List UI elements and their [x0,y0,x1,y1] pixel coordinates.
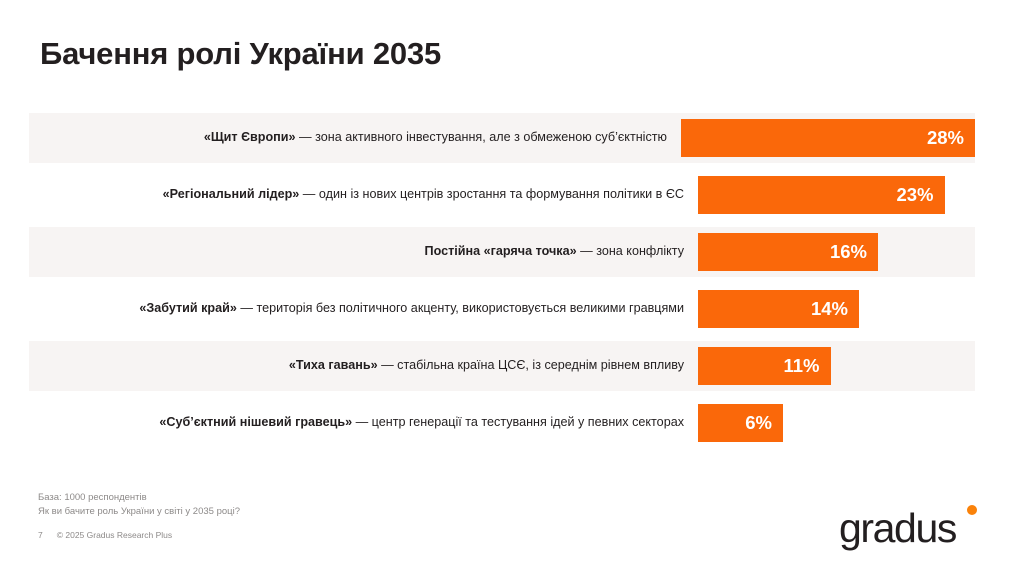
copyright-text: © 2025 Gradus Research Plus [56,530,173,540]
bar-track: 23% [698,170,975,220]
bar-track: 14% [698,284,975,334]
bar-category-name: «Регіональний лідер» [162,187,300,202]
bar-category-label: Постійна «гаряча точка» — зона конфлікту [29,244,698,259]
bar-category-description: — територія без політичного акценту, вик… [236,301,684,316]
bar-category-name: «Суб’єктний нішевий гравець» [159,415,353,430]
bar-category-name: «Тиха гавань» [288,358,378,373]
bar-category-description: — зона активного інвестування, але з обм… [295,130,667,145]
bar-value-label: 28% [926,126,964,148]
bar-track: 28% [681,113,975,163]
table-row: «Суб’єктний нішевий гравець» — центр ген… [29,398,975,448]
bar-chart: «Щит Європи» — зона активного інвестуван… [29,113,975,455]
table-row: «Забутий край» — територія без політично… [29,284,975,334]
table-row: Постійна «гаряча точка» — зона конфлікту… [29,227,975,277]
bar: 14% [698,290,859,328]
table-row: «Щит Європи» — зона активного інвестуван… [29,113,975,163]
table-row: «Регіональний лідер» — один із нових цен… [29,170,975,220]
table-row: «Тиха гавань» — стабільна країна ЦСЄ, із… [29,341,975,391]
bar-category-label: «Забутий край» — територія без політично… [29,301,698,316]
bar-value-label: 16% [829,240,867,262]
bar-category-name: Постійна «гаряча точка» [424,244,577,259]
logo-wordmark: gradus [839,505,957,551]
bar-category-name: «Щит Європи» [203,130,296,145]
bar-category-label: «Суб’єктний нішевий гравець» — центр ген… [29,415,698,430]
bar-track: 11% [698,341,975,391]
page-number: 7 [38,530,43,540]
bar-category-description: — один із нових центрів зростання та фор… [299,187,684,202]
bar: 16% [698,233,878,271]
survey-question: Як ви бачите роль України у світі у 2035… [38,505,240,517]
bar-category-label: «Тиха гавань» — стабільна країна ЦСЄ, із… [29,358,698,373]
bar: 11% [698,347,831,385]
footer-notes: База: 1000 респондентів Як ви бачите рол… [38,491,240,519]
bar-category-description: — зона конфлікту [576,244,684,259]
bar-category-description: — центр генерації та тестування ідей у п… [352,415,684,430]
bar-category-label: «Регіональний лідер» — один із нових цен… [29,187,698,202]
gradus-logo: gradus [839,497,979,549]
bar-track: 16% [698,227,975,277]
bar-category-label: «Щит Європи» — зона активного інвестуван… [29,130,681,145]
bar-category-name: «Забутий край» [139,301,237,316]
bar-value-label: 11% [783,354,820,376]
bar-value-label: 6% [745,411,772,433]
bar-track: 6% [698,398,975,448]
footer-credit: 7 © 2025 Gradus Research Plus [38,530,172,540]
bar-value-label: 14% [810,297,848,319]
bar: 23% [698,176,945,214]
bar-value-label: 23% [896,183,934,205]
page-title: Бачення ролі України 2035 [40,36,442,71]
bar: 6% [698,404,783,442]
base-note: База: 1000 респондентів [38,492,147,503]
bar: 28% [681,119,975,157]
bar-category-description: — стабільна країна ЦСЄ, із середнім рівн… [377,358,684,373]
logo-dot-icon [967,505,977,515]
